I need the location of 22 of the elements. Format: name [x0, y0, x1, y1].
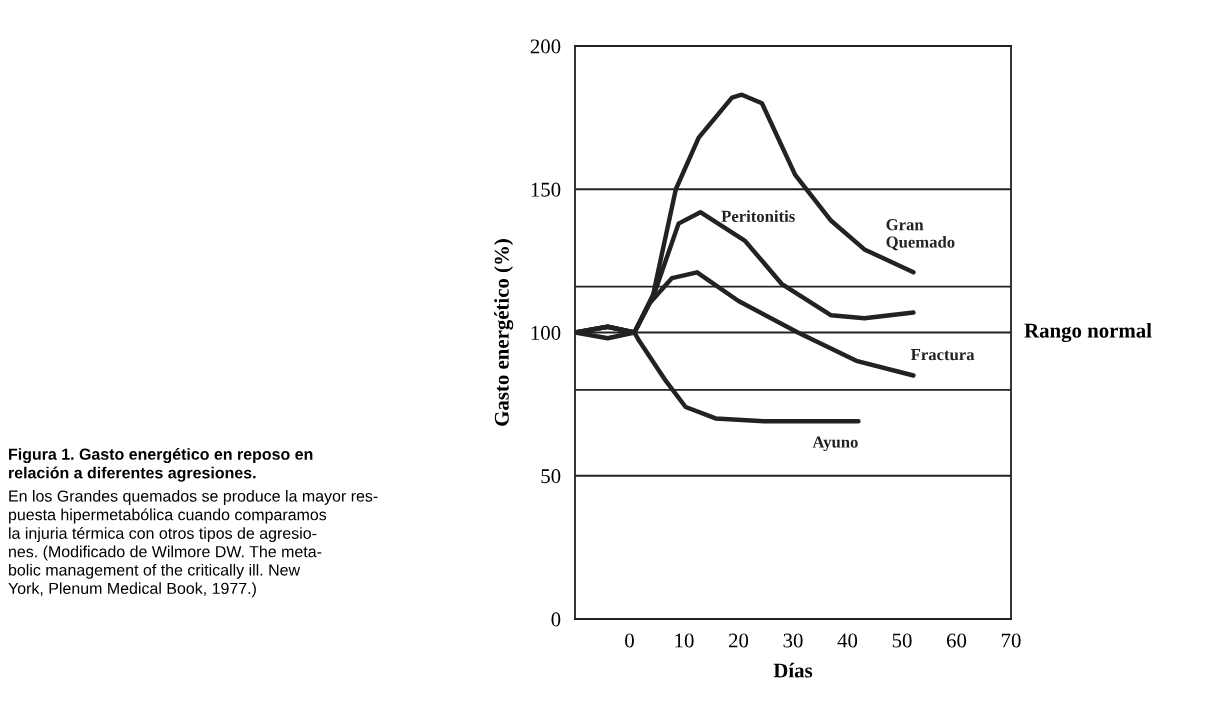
y-tick-label: 100 [531, 325, 561, 340]
x-tick-label: 60 [946, 633, 967, 648]
x-tick-label: 40 [837, 633, 858, 648]
x-tick-label: 20 [729, 633, 749, 648]
y-tick-label: 50 [541, 469, 561, 484]
y-tick-label: 0 [551, 612, 561, 627]
text: Rango normal [1024, 322, 1152, 343]
text: En los Grandes quemados se produce la mayor res- puesta hipermetabólica cuando comparamos la injuria térmica con otros tipos de agresio- nes. (Modificado de Wilmore DW. The meta- bolic management of the critically ill. New York, Plenum Medical Book, 1977.) [8, 490, 378, 598]
x-tick-label: 70 [1001, 633, 1021, 648]
series-label: Fractura [910, 349, 975, 361]
y-tick-label: 200 [530, 39, 561, 54]
series-label: Ayuno [812, 436, 858, 452]
series-label: Gran Quemado [886, 219, 955, 251]
y-tick-label: 150 [531, 182, 561, 197]
x-tick-label: 0 [625, 633, 634, 648]
series-label: Peritonitis [721, 210, 795, 222]
x-tick-label: 10 [675, 633, 694, 648]
text: Figura 1. Gasto energético en reposo en relación a diferentes agresiones. [9, 448, 313, 482]
x-tick-label: 50 [892, 633, 912, 648]
x-tick-label: 30 [783, 633, 803, 648]
x-axis-title: Días [773, 662, 813, 678]
y-axis-title: Gasto energético (%) [494, 239, 514, 426]
